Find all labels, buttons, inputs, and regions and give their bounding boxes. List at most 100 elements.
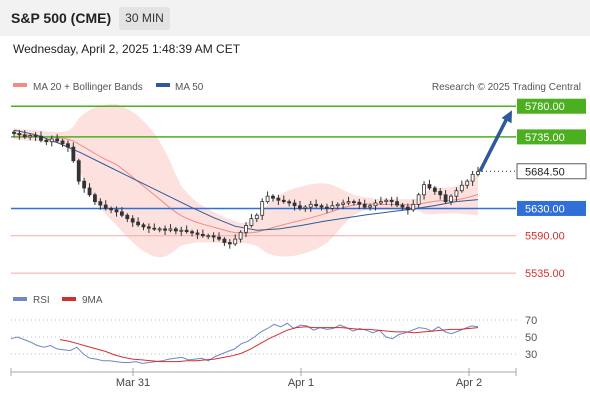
candle — [233, 238, 238, 245]
x-axis: Mar 31 Apr 1 Apr 2 — [116, 368, 482, 389]
candle — [28, 135, 33, 138]
candle — [389, 199, 394, 203]
candle — [449, 195, 453, 203]
candle — [195, 232, 200, 235]
candle — [470, 173, 475, 182]
candle — [400, 204, 405, 208]
level-5630-00-tag — [517, 200, 586, 216]
candle — [271, 195, 275, 199]
level-5735-00-tag — [517, 129, 586, 145]
x-tick-label: Apr 2 — [456, 377, 482, 389]
legend-swatch-9ma — [62, 297, 76, 301]
forecast-arrow — [478, 117, 509, 173]
candle — [287, 201, 292, 204]
candle — [22, 134, 27, 138]
candle — [184, 229, 189, 233]
candle — [325, 206, 329, 209]
candle — [12, 131, 16, 134]
candle — [49, 138, 54, 143]
credit-text: Research © 2025 Trading Central — [432, 82, 581, 93]
candle — [98, 201, 103, 206]
candle — [60, 140, 65, 145]
candle — [222, 238, 227, 243]
candle — [17, 133, 22, 136]
candle — [66, 143, 70, 148]
candle — [443, 194, 448, 203]
price-layer: 5780.00 5735.00 5684.50 5630.00 5590.00 5535.… — [11, 98, 587, 280]
candle — [416, 194, 421, 205]
candle — [405, 206, 410, 211]
candle — [368, 205, 372, 208]
candle — [120, 211, 124, 216]
candle — [82, 180, 87, 189]
candle — [298, 205, 302, 209]
candle — [93, 194, 97, 203]
candle — [395, 201, 399, 206]
candle — [260, 201, 265, 216]
candle — [352, 201, 356, 204]
candle — [125, 214, 130, 220]
candle — [341, 202, 346, 205]
candle — [330, 205, 335, 209]
candle — [319, 205, 324, 208]
candle — [432, 187, 437, 192]
candle — [227, 242, 232, 245]
candle — [346, 201, 351, 204]
candle — [281, 199, 286, 203]
candle — [411, 203, 416, 211]
candle — [71, 146, 76, 162]
rsi-9ma-line — [59, 326, 479, 363]
candle — [254, 214, 259, 220]
x-tick-label: Mar 31 — [116, 377, 150, 389]
candle — [476, 171, 480, 175]
candle — [152, 227, 157, 230]
legend-swatch-ma50 — [156, 83, 170, 87]
candle — [157, 228, 162, 231]
level-5780-00-label: 5780.00 — [525, 101, 565, 113]
timeframe-button[interactable]: 30 MIN — [119, 7, 170, 30]
candle — [173, 228, 178, 232]
last-price-label: 5684.50 — [525, 166, 565, 178]
candle — [465, 180, 470, 186]
candle — [109, 208, 114, 211]
legend-9ma: 9MA — [82, 295, 103, 306]
rsi-layer: 70 50 30 — [10, 315, 537, 364]
candle — [357, 201, 362, 205]
legend-swatch-ma20 — [13, 83, 27, 87]
candle — [55, 138, 60, 142]
candle — [163, 228, 167, 231]
candle — [130, 218, 135, 223]
candle — [378, 201, 383, 204]
legend-ma20: MA 20 + Bollinger Bands — [33, 82, 143, 93]
legend-swatch-rsi — [13, 297, 27, 301]
legend-ma50: MA 50 — [175, 82, 204, 93]
candle — [314, 203, 319, 207]
x-tick-label: Apr 1 — [288, 377, 314, 389]
level-5590-00-label: 5590.00 — [525, 231, 565, 243]
candle — [459, 184, 464, 192]
page-title: S&P 500 (CME) — [11, 10, 112, 26]
candle — [238, 231, 243, 240]
candle — [303, 206, 308, 209]
forecast-arrow-head — [501, 110, 512, 124]
bollinger-band — [14, 104, 478, 258]
rsi-tick-label: 70 — [525, 315, 537, 327]
candle — [265, 195, 270, 203]
legend-rsi: RSI — [33, 295, 50, 306]
rsi-tick-label: 30 — [525, 349, 537, 361]
candle — [211, 235, 216, 238]
candle — [44, 139, 49, 143]
candle — [39, 135, 43, 141]
candle — [292, 202, 297, 207]
candle — [136, 221, 140, 226]
level-5630-00-label: 5630.00 — [525, 203, 565, 215]
candle — [206, 235, 211, 238]
candle — [103, 204, 108, 209]
level-5780-00-tag — [517, 98, 586, 114]
candle — [454, 190, 459, 197]
candle — [244, 225, 248, 233]
candle — [373, 202, 378, 207]
candle — [362, 203, 367, 208]
top-bar: S&P 500 (CME) 30 MIN — [0, 0, 590, 36]
